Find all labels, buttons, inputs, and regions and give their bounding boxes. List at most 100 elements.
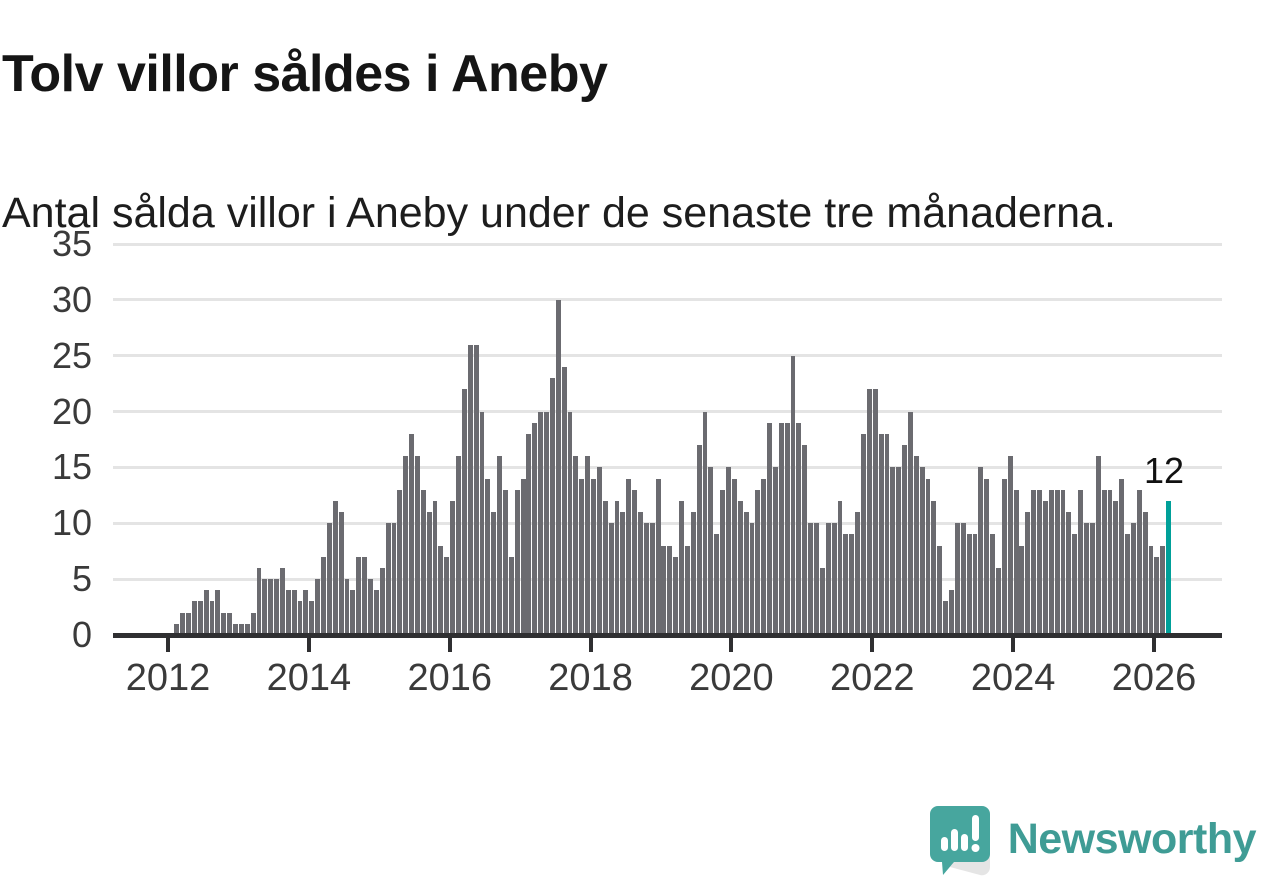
bar <box>608 523 614 635</box>
x-axis-tick-label: 2016 <box>407 657 492 699</box>
bar <box>315 579 321 635</box>
bar <box>937 545 943 635</box>
bar <box>749 523 755 635</box>
x-axis-tick-label: 2020 <box>689 657 774 699</box>
chart-title: Tolv villor såldes i Aneby <box>2 44 608 103</box>
x-axis-tick-label: 2024 <box>970 657 1056 699</box>
grid-line <box>113 242 1222 246</box>
bar <box>638 512 643 635</box>
bar <box>919 467 925 635</box>
bar <box>643 523 649 635</box>
bar <box>567 411 573 635</box>
x-axis-tick <box>1011 638 1016 652</box>
bar <box>180 612 186 635</box>
bar <box>972 534 978 635</box>
bar <box>855 512 861 635</box>
bar <box>291 590 297 635</box>
bar <box>966 534 972 635</box>
y-axis-tick-label: 15 <box>51 446 92 488</box>
bar <box>684 545 690 635</box>
bar <box>379 567 385 635</box>
bar <box>673 556 679 635</box>
bar <box>233 623 238 635</box>
bar <box>397 489 403 635</box>
bar <box>414 456 420 635</box>
bar <box>1154 556 1160 635</box>
bar <box>690 512 696 635</box>
bar <box>544 411 549 635</box>
y-axis-tick-label: 30 <box>51 278 92 320</box>
bar <box>250 612 256 635</box>
bar <box>1031 489 1037 635</box>
newsworthy-wordmark: Newsworthy <box>1007 814 1257 863</box>
bar <box>831 523 837 635</box>
bar <box>907 411 913 635</box>
bar <box>197 601 203 635</box>
bar <box>1089 523 1095 635</box>
bar <box>596 467 602 635</box>
bar <box>943 601 949 635</box>
grid-line <box>113 465 1222 469</box>
bar <box>1037 489 1042 635</box>
bar <box>221 612 227 635</box>
bar <box>1131 523 1136 635</box>
bar <box>755 489 761 635</box>
bar <box>708 467 714 635</box>
bar <box>632 489 638 635</box>
bar <box>579 478 585 635</box>
bar <box>1042 500 1048 635</box>
x-axis-tick-label: 2012 <box>125 657 211 699</box>
bar <box>373 590 379 635</box>
grid-line <box>113 410 1222 414</box>
bar <box>996 567 1001 635</box>
bar <box>332 500 338 635</box>
x-axis-tick <box>306 638 311 652</box>
bar <box>772 467 778 635</box>
bar <box>479 411 485 635</box>
bar <box>497 456 503 635</box>
bar <box>661 545 667 635</box>
bar <box>1072 534 1078 635</box>
bar <box>896 467 902 635</box>
bar <box>861 433 866 635</box>
bar <box>720 489 726 635</box>
bar <box>990 534 996 635</box>
bar <box>350 590 356 635</box>
bar <box>1007 456 1013 635</box>
bar <box>1054 489 1060 635</box>
bar <box>174 623 180 635</box>
bar <box>878 433 884 635</box>
last-value-annotation: 12 <box>1144 450 1185 491</box>
bar <box>1125 534 1131 635</box>
y-axis-tick-label: 25 <box>51 334 92 376</box>
bar <box>1119 478 1125 635</box>
bar <box>561 366 567 635</box>
bar <box>1019 545 1025 635</box>
bar <box>614 500 620 635</box>
bar <box>203 590 209 635</box>
bar <box>309 601 315 635</box>
bar <box>585 456 591 635</box>
x-axis-tick <box>729 638 734 652</box>
bar <box>362 556 368 635</box>
bar <box>391 523 397 635</box>
bar <box>262 579 268 635</box>
bar <box>191 601 197 635</box>
bar <box>849 534 855 635</box>
bar <box>297 601 303 635</box>
x-axis-tick <box>588 638 593 652</box>
bar <box>949 590 954 635</box>
bar <box>872 389 878 635</box>
bar <box>1101 489 1107 635</box>
bar <box>790 355 796 635</box>
bar <box>514 489 520 635</box>
grid-line <box>113 298 1222 302</box>
bar <box>344 579 350 635</box>
bar <box>1066 512 1072 635</box>
bar <box>227 612 233 635</box>
bar <box>960 523 966 635</box>
bar <box>837 500 843 635</box>
bar <box>268 579 274 635</box>
